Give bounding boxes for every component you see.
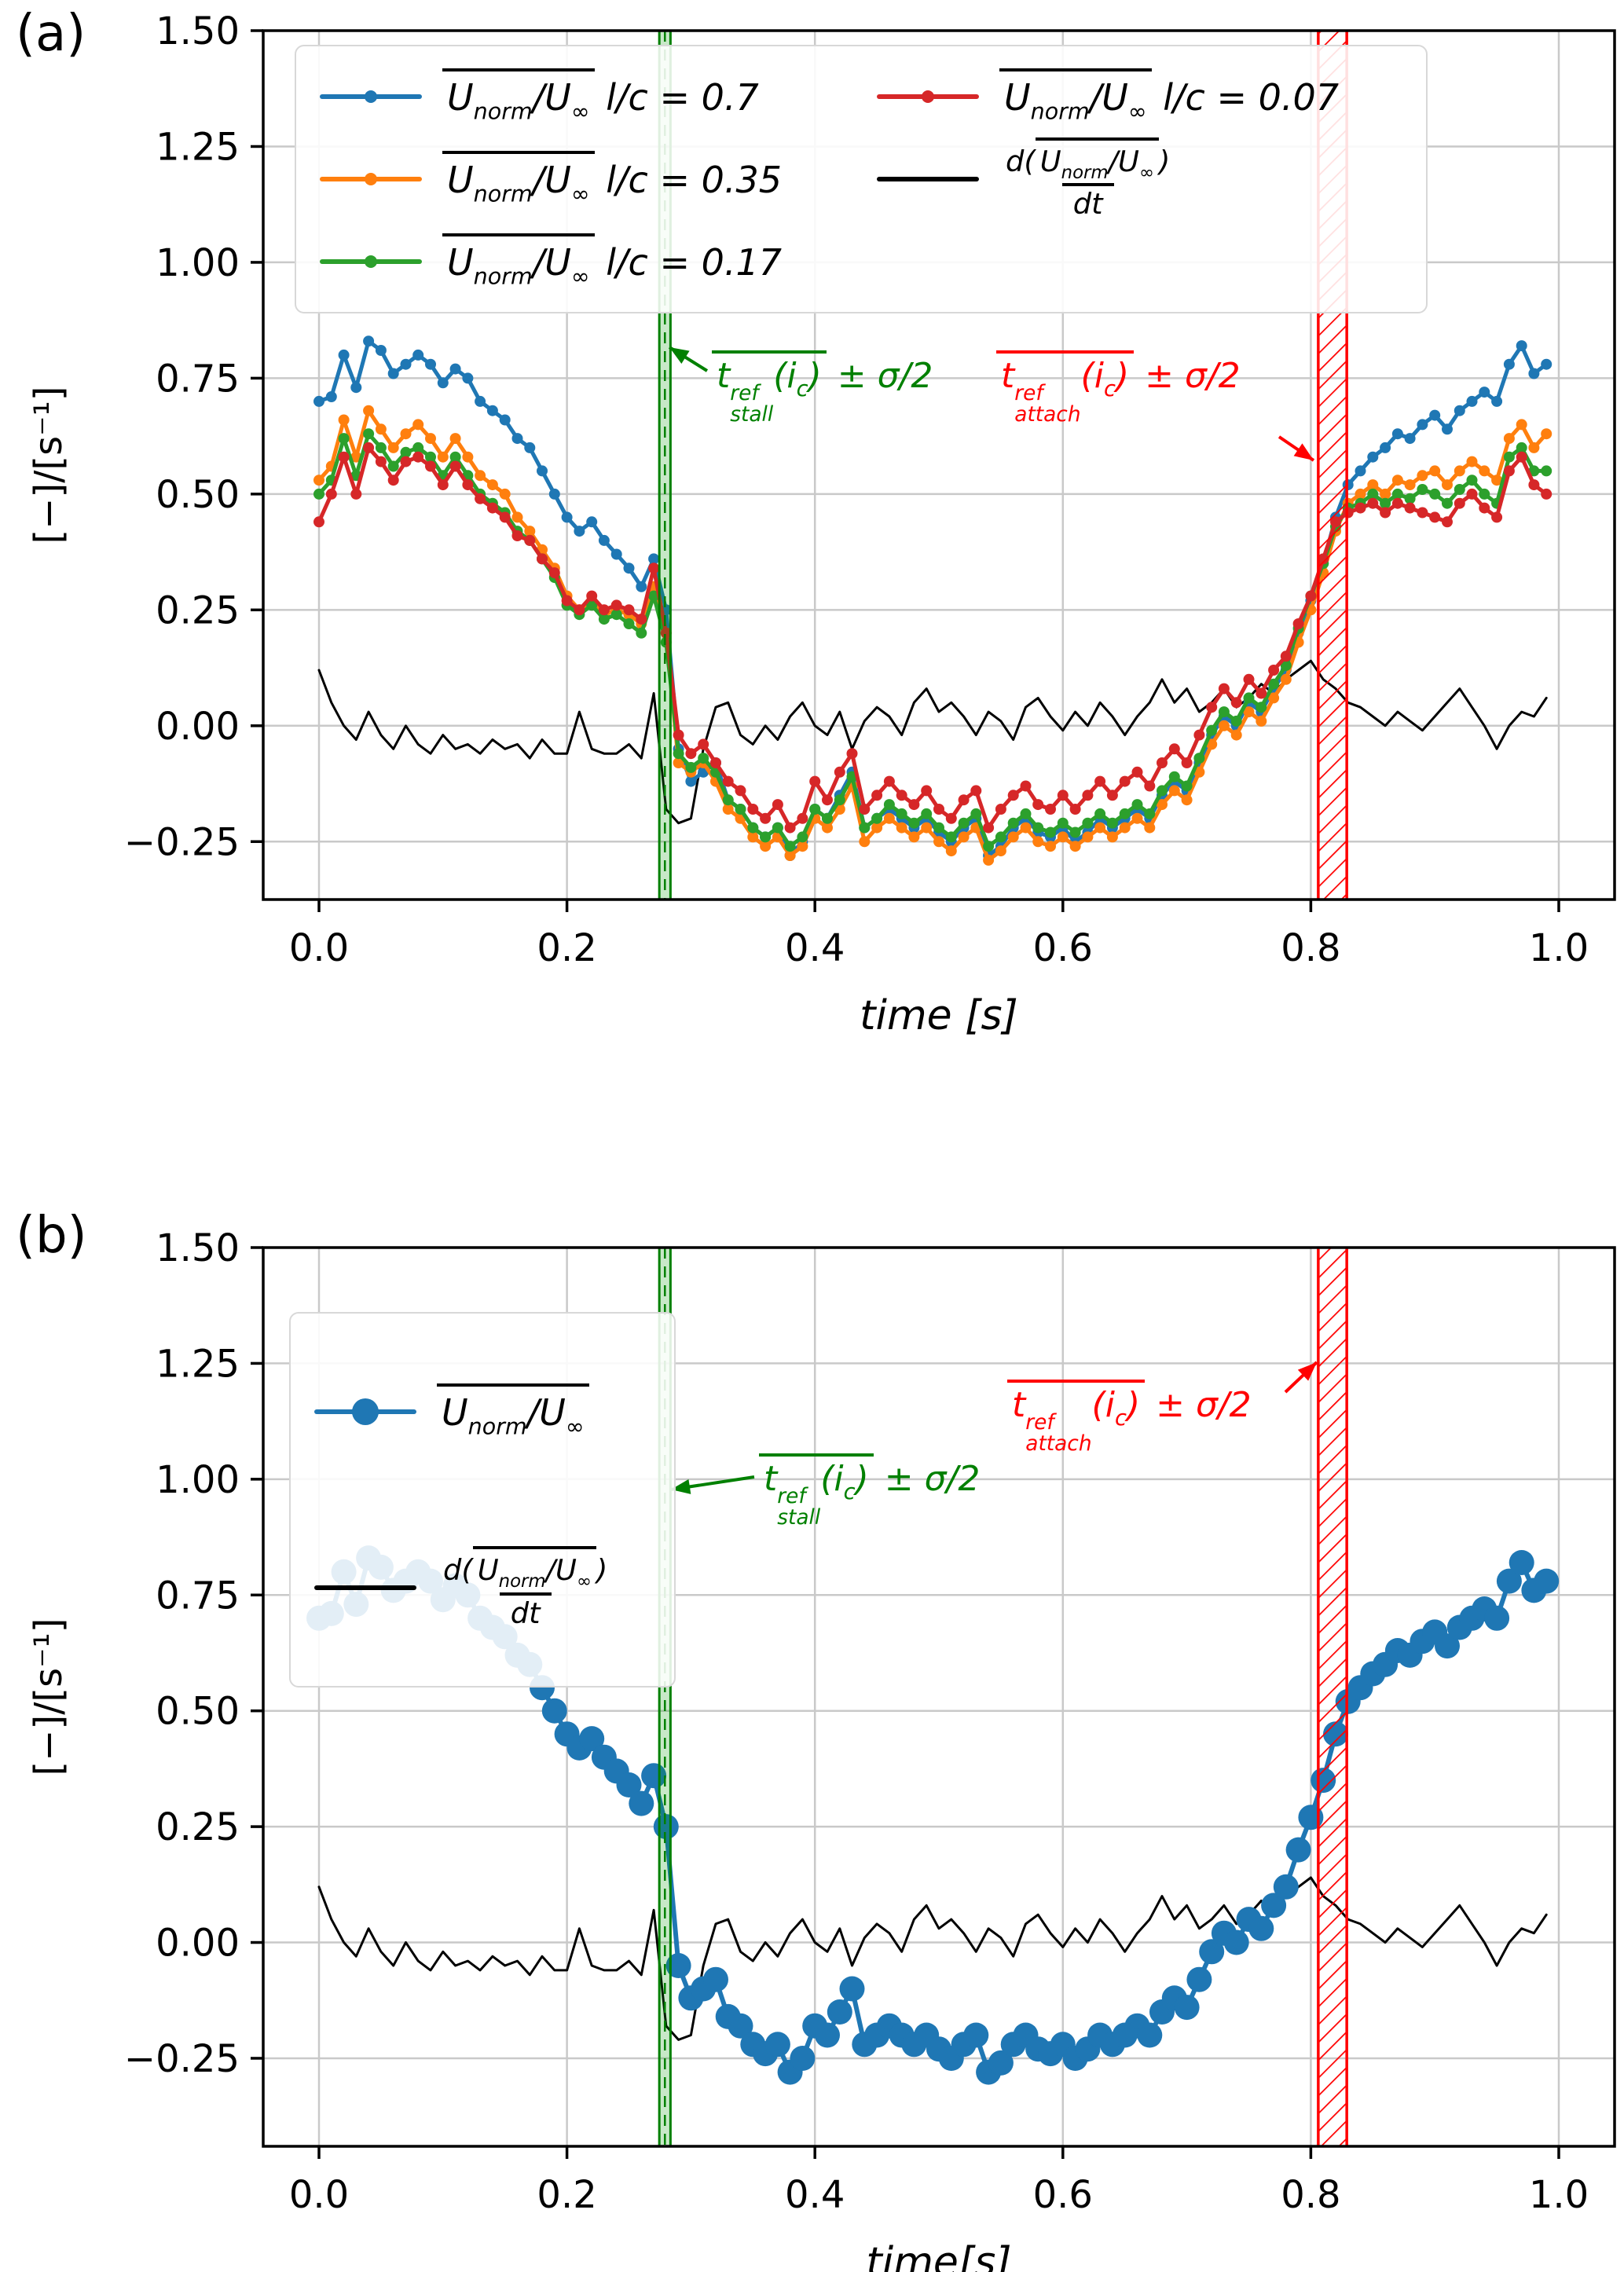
ytick-label-a: 1.25: [156, 125, 240, 169]
axes-spines-a: [262, 29, 1616, 901]
ylabel-b: [−]/[s⁻¹]: [27, 1618, 71, 1776]
panel-b: 0.0 0.2 0.4 0.6 0.8 1.0 1.50 1.25 1.00 0.75 0.50 0.…: [27, 1226, 1616, 2272]
attach-ref-band-a: [1317, 31, 1348, 900]
xtick-label-a: 0.0: [289, 926, 349, 970]
xtick-label-a: 0.4: [785, 926, 845, 970]
ytick-label-b: 0.00: [156, 1922, 240, 1966]
grid-a: [263, 29, 1615, 900]
panel-a-series-lc035-line: [317, 409, 1549, 863]
stall-ref-line-b: [658, 1248, 672, 2146]
ytick-label-b: 0.75: [156, 1574, 240, 1618]
ytick-label-b: 1.00: [156, 1458, 240, 1502]
stall-annotation-a-arrow: [668, 346, 709, 372]
stall-ref-line-a: [658, 31, 672, 900]
ylabel-a: [−]/[s⁻¹]: [27, 387, 71, 544]
xtick-label-b: 0.8: [1281, 2173, 1340, 2217]
xtick-label-a: 0.2: [537, 926, 596, 970]
ytick-label-a: 0.75: [156, 357, 240, 401]
xtick-label-b: 0.4: [785, 2173, 845, 2217]
xtick-label-a: 0.8: [1281, 926, 1340, 970]
panel-a: 0.0 0.2 0.4 0.6 0.8 1.0 1.50 1.25 1.00 0.75 0.50 0.…: [27, 9, 1616, 1039]
ytick-label-a: 1.50: [156, 9, 240, 53]
ytick-label-a: 0.25: [156, 588, 240, 632]
ytick-label-b: −0.25: [124, 2037, 240, 2081]
grid-b: [263, 1246, 1615, 2146]
xtick-label-b: 1.0: [1529, 2173, 1589, 2217]
ytick-label-a: −0.25: [124, 820, 240, 864]
ytick-label-b: 0.25: [156, 1805, 240, 1849]
xtick-label-b: 0.2: [537, 2173, 596, 2217]
xlabel-b: time[s]: [866, 2239, 1011, 2272]
ytick-label-a: 0.50: [156, 473, 240, 517]
xtick-label-a: 1.0: [1529, 926, 1589, 970]
panel-b-series-deriv-line: [317, 1876, 1548, 2041]
attach-annotation-a-arrow: [1278, 435, 1315, 462]
xlabel-a: time [s]: [860, 992, 1018, 1039]
xtick-label-b: 0.6: [1033, 2173, 1093, 2217]
ticks-a: 0.0 0.2 0.4 0.6 0.8 1.0 1.50 1.25 1.00 0.75 0.50 0.…: [124, 9, 1589, 970]
ytick-label-a: 1.00: [156, 241, 240, 285]
ytick-label-a: 0.00: [156, 705, 240, 749]
ticks-b: 0.0 0.2 0.4 0.6 0.8 1.0 1.50 1.25 1.00 0.75 0.50 0.…: [124, 1226, 1589, 2217]
stall-annotation-b-arrow: [670, 1475, 755, 1494]
ytick-label-b: 1.50: [156, 1226, 240, 1270]
ytick-label-b: 1.25: [156, 1342, 240, 1386]
xtick-label-a: 0.6: [1033, 926, 1093, 970]
attach-annotation-b-arrow: [1284, 1361, 1318, 1394]
xtick-label-b: 0.0: [289, 2173, 349, 2217]
attach-ref-band-b: [1317, 1248, 1348, 2146]
panel-b-series-lc07-markers: [306, 1545, 1560, 2085]
ytick-label-b: 0.50: [156, 1690, 240, 1734]
axes-spines-b: [262, 1246, 1616, 2148]
